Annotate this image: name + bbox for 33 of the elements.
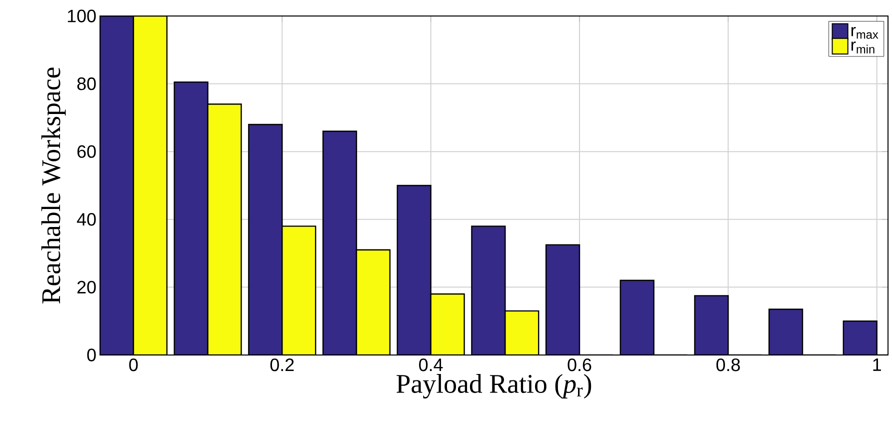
bar	[100, 16, 134, 355]
bar	[356, 250, 390, 355]
bar	[620, 280, 654, 355]
bar	[248, 124, 282, 355]
legend-label: r$_{min}$	[851, 42, 874, 54]
x-tick-label: 0.2	[270, 358, 294, 372]
x-tick-label: 0	[129, 358, 138, 372]
x-tick-label: 1	[873, 358, 881, 371]
bar	[430, 294, 464, 355]
bar	[174, 82, 208, 355]
bar	[133, 16, 167, 355]
x-tick-label: 0.8	[716, 358, 740, 372]
bar	[769, 309, 803, 355]
bar	[546, 244, 580, 355]
bar	[505, 310, 539, 355]
bar	[472, 226, 506, 355]
y-tick-label: 0	[87, 348, 96, 362]
y-axis-title: Reachable Workspace	[41, 68, 66, 304]
x-axis-title: Payload Ratio (p$_{r}$)	[396, 374, 592, 399]
bar	[397, 185, 431, 355]
bar	[842, 320, 878, 355]
legend-label: r$_{max}$	[851, 26, 878, 39]
bar	[694, 296, 728, 355]
bar	[323, 131, 356, 355]
y-tick-label: 40	[76, 213, 96, 226]
x-tick-label: 0.6	[568, 358, 592, 372]
y-tick-label: 100	[68, 10, 96, 22]
y-tick-label: 60	[77, 145, 96, 158]
bar	[282, 226, 316, 355]
bar	[208, 104, 242, 355]
y-tick-label: 80	[77, 77, 96, 90]
y-tick-label: 20	[77, 280, 96, 294]
x-tick-label: 0.4	[419, 358, 443, 372]
